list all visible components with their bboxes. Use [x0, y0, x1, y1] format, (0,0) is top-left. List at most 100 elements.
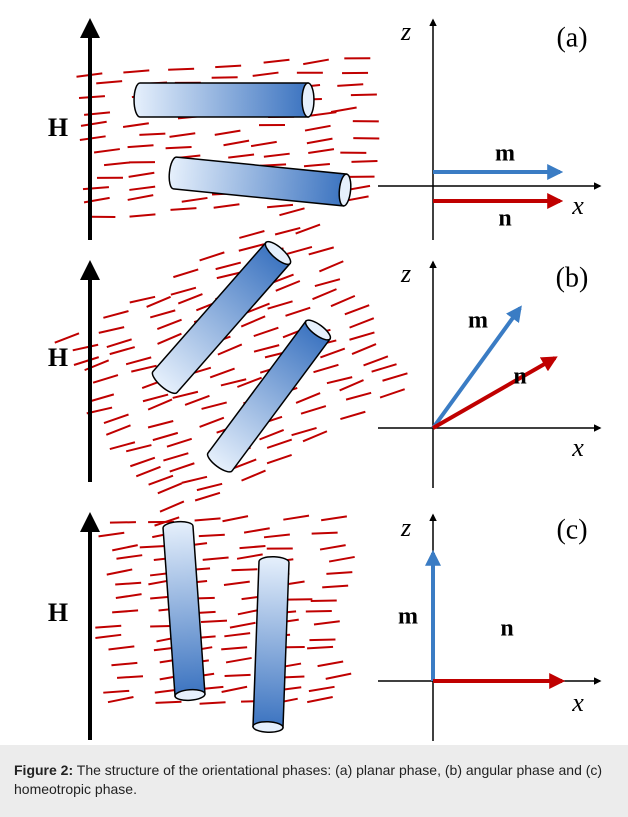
cylinder-body: [134, 83, 308, 117]
molecule: [104, 162, 130, 165]
x-label: x: [571, 433, 584, 462]
molecule: [283, 516, 309, 520]
molecule: [352, 344, 376, 354]
molecule: [215, 66, 241, 68]
molecule: [195, 518, 221, 520]
x-label: x: [571, 688, 584, 717]
molecule: [224, 633, 250, 636]
molecule: [286, 308, 311, 316]
molecule: [241, 316, 265, 326]
molecule: [305, 126, 331, 131]
vector-n-label: n: [513, 364, 526, 390]
molecule: [254, 345, 279, 352]
molecule: [116, 594, 142, 598]
cylinder-cap: [253, 721, 283, 733]
z-label: z: [400, 17, 411, 46]
molecule: [327, 377, 352, 383]
molecule: [226, 658, 252, 662]
vector-m-label: m: [468, 308, 488, 334]
molecule: [185, 396, 209, 405]
molecule: [200, 418, 224, 427]
molecule: [276, 281, 300, 291]
molecule: [254, 328, 279, 336]
molecule: [264, 154, 290, 157]
molecule: [74, 357, 99, 365]
molecule: [239, 231, 264, 238]
molecule: [268, 301, 293, 308]
molecule: [111, 663, 137, 665]
molecule: [320, 545, 346, 549]
molecule: [228, 155, 254, 158]
molecule: [84, 198, 110, 202]
molecule: [311, 601, 337, 602]
molecule: [136, 467, 160, 476]
molecule: [148, 421, 173, 427]
molecule: [253, 73, 279, 76]
molecule: [309, 247, 334, 254]
cylinder-cap: [302, 83, 314, 117]
molecule: [237, 554, 263, 558]
molecule: [303, 60, 329, 65]
molecule: [309, 687, 335, 691]
molecule: [221, 647, 247, 649]
molecule: [139, 134, 165, 135]
molecule: [108, 697, 133, 702]
molecule: [251, 142, 277, 146]
molecule: [103, 691, 129, 693]
molecule: [312, 533, 338, 534]
molecule: [80, 136, 106, 140]
molecule: [99, 533, 125, 537]
molecule: [126, 357, 151, 364]
molecule: [372, 364, 397, 371]
molecule: [351, 95, 377, 96]
z-label: z: [400, 259, 411, 288]
molecule: [95, 635, 121, 638]
molecule: [200, 702, 226, 703]
vector-n-label: n: [498, 206, 511, 232]
molecule: [155, 702, 181, 703]
molecule: [259, 430, 283, 440]
molecule: [350, 318, 374, 327]
molecule: [130, 214, 156, 216]
molecule: [96, 81, 122, 83]
molecule: [149, 476, 173, 485]
molecule: [116, 555, 142, 559]
molecule: [117, 676, 143, 678]
molecule: [214, 204, 240, 207]
molecule: [224, 582, 250, 585]
molecule: [313, 289, 337, 299]
molecule: [224, 141, 250, 146]
molecule: [129, 173, 155, 177]
molecule: [55, 333, 79, 342]
molecule: [329, 557, 355, 562]
molecule: [303, 431, 327, 441]
molecule: [167, 439, 192, 447]
molecule: [218, 344, 242, 354]
vector-n: [433, 358, 555, 428]
molecule: [267, 440, 292, 448]
cylinder: [253, 556, 289, 733]
molecule: [351, 161, 377, 162]
panel-label: (c): [556, 514, 587, 545]
molecule: [106, 425, 130, 435]
molecule: [292, 428, 317, 435]
molecule: [148, 399, 172, 409]
molecule: [182, 198, 208, 202]
vector-m-label: m: [398, 604, 418, 630]
x-label: x: [571, 191, 584, 220]
caption-text: The structure of the orientational phase…: [14, 762, 602, 797]
molecule: [143, 395, 168, 402]
molecule: [331, 108, 357, 112]
molecule: [126, 445, 151, 451]
molecule: [199, 535, 225, 536]
molecule: [364, 356, 388, 365]
molecule: [319, 261, 343, 271]
molecule: [89, 394, 114, 401]
molecule: [168, 69, 194, 70]
molecule: [318, 661, 344, 666]
molecule: [345, 305, 369, 314]
molecule: [331, 296, 355, 306]
molecule: [104, 414, 129, 423]
molecule: [244, 528, 270, 532]
